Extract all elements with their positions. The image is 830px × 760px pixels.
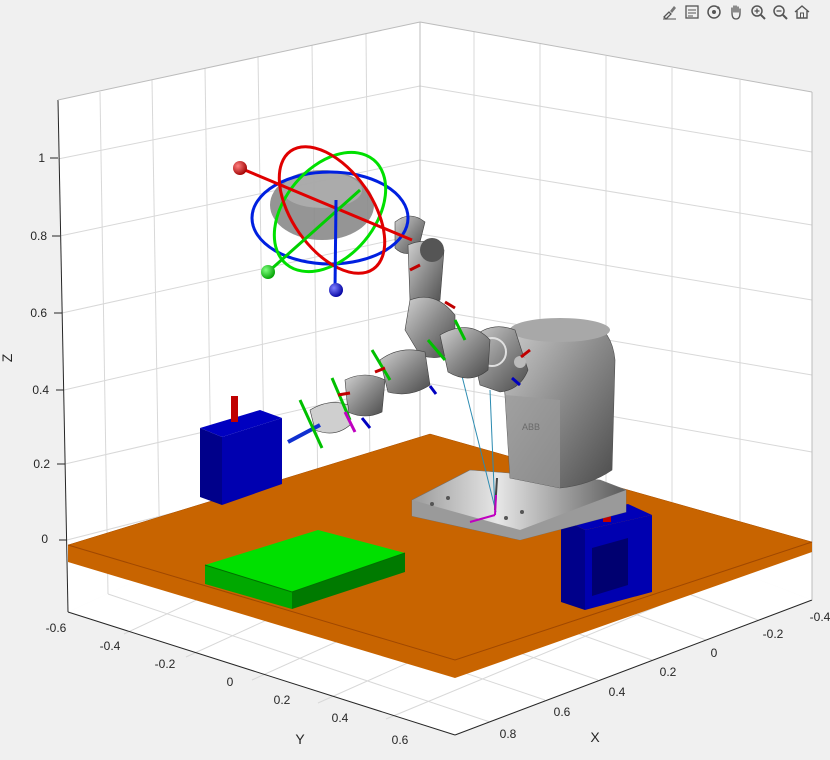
z-tick: 1 — [38, 151, 45, 165]
robot-arm-left — [287, 215, 491, 449]
interactive-marker[interactable] — [233, 128, 413, 297]
y-axis-ticks: -0.6 -0.4 -0.2 0 0.2 0.4 0.6 — [46, 621, 409, 747]
z-axis-label: Z — [0, 353, 15, 362]
x-tick: 0.6 — [554, 705, 571, 719]
axes-panes — [58, 22, 812, 735]
pan-hand-icon — [731, 5, 741, 20]
y-tick: -0.4 — [100, 639, 121, 653]
pan-button[interactable] — [726, 2, 746, 22]
z-tick: 0.8 — [30, 229, 47, 243]
svg-text:ABB: ABB — [522, 422, 540, 432]
z-tick-marks — [50, 157, 67, 541]
green-box — [204, 530, 406, 609]
axes-toolbar — [660, 2, 812, 22]
brush-icon — [663, 6, 676, 20]
zoom-in-button[interactable] — [748, 2, 768, 22]
y-tick: -0.2 — [155, 657, 176, 671]
y-axis-label: Y — [295, 731, 305, 747]
x-tick: 0 — [711, 646, 718, 660]
rotate-y-handle-icon[interactable] — [261, 265, 275, 279]
rotate-3d-button[interactable] — [704, 2, 724, 22]
data-cursor-icon — [685, 5, 699, 19]
x-axis-label: X — [590, 729, 600, 745]
z-tick: 0.4 — [32, 383, 49, 397]
z-tick: 0.6 — [30, 306, 47, 320]
y-tick: 0.6 — [392, 733, 409, 747]
x-tick: 0.2 — [660, 665, 677, 679]
x-axis-ticks: -0.4 -0.2 0 0.2 0.4 0.6 0.8 — [500, 610, 830, 741]
x-tick: 0.8 — [500, 727, 517, 741]
rotate-3d-icon — [707, 5, 721, 19]
blue-box-left — [200, 396, 282, 505]
z-axis-ticks: 1 0.8 0.6 0.4 0.2 0 — [30, 151, 50, 546]
x-tick: -0.4 — [810, 610, 830, 624]
y-tick: 0.4 — [332, 711, 349, 725]
zoom-in-icon — [751, 5, 766, 20]
zoom-out-icon — [773, 5, 788, 20]
rotate-x-handle-icon[interactable] — [233, 161, 247, 175]
robot-base: ABB — [411, 318, 627, 541]
z-tick: 0 — [41, 532, 48, 546]
axes-box — [57, 99, 813, 736]
y-tick: 0.2 — [274, 693, 291, 707]
rotate-z-handle-icon[interactable] — [329, 283, 343, 297]
home-button[interactable] — [792, 2, 812, 22]
x-tick: -0.2 — [763, 627, 784, 641]
home-icon — [794, 5, 810, 19]
x-tick: 0.4 — [609, 685, 626, 699]
blue-box-right — [561, 494, 652, 610]
z-tick: 0.2 — [33, 457, 50, 471]
data-cursor-button[interactable] — [682, 2, 702, 22]
y-tick: -0.6 — [46, 621, 67, 635]
brush-button[interactable] — [660, 2, 680, 22]
y-tick: 0 — [227, 675, 234, 689]
zoom-out-button[interactable] — [770, 2, 790, 22]
